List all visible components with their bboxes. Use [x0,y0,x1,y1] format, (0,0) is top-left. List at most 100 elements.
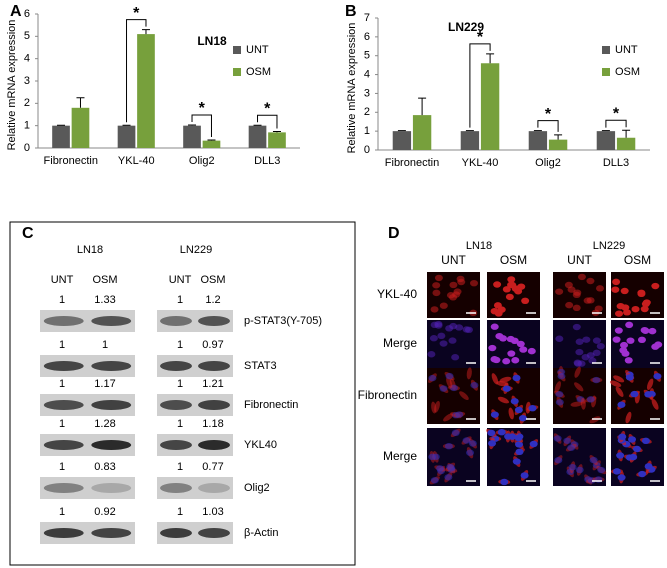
cell [521,297,530,305]
blot-band [43,528,84,538]
significance-bracket [191,114,212,137]
x-tick-label: YKL-40 [462,157,499,169]
cell [466,449,475,456]
cell [510,337,519,345]
cell [500,478,509,486]
cell [586,277,595,285]
cell [434,274,443,282]
blot-strip [157,477,233,499]
ratio: 1 [59,506,65,518]
ratio: 0.97 [202,339,223,351]
cell [470,382,479,389]
cell [515,448,524,456]
cell [448,337,457,344]
cell [518,414,527,422]
row-label: YKL-40 [377,287,417,301]
cell [632,445,641,453]
ratio: 1.18 [202,418,223,430]
condition: OSM [624,253,651,267]
y-tick-label: 7 [364,12,370,24]
cell [432,282,441,289]
cell [567,286,576,293]
cell [519,346,528,353]
blot-strip [40,394,135,416]
bar [392,131,412,150]
y-tick-label: 1 [24,120,30,132]
fiber [459,391,469,401]
cell [512,374,521,382]
cell [641,327,650,334]
ratio: 1 [59,294,65,306]
cell [445,325,454,332]
cell [495,332,504,340]
fiber [554,381,562,393]
cell [520,472,529,479]
error-bar [622,129,631,138]
cell [592,376,601,384]
cell [508,433,517,440]
blot-band [160,440,192,450]
cell [576,396,585,403]
cell [596,342,605,350]
cell [528,404,537,412]
ratio: 1 [177,461,183,473]
cell [612,468,621,475]
row-label: YKL40 [244,439,277,451]
ratio: 1 [59,339,65,351]
fiber [589,416,601,424]
blot-band [198,400,230,410]
cell [434,320,443,328]
cell [449,281,458,289]
fiber [609,380,622,388]
blot-band [198,528,230,538]
cell [555,335,564,342]
cell [557,373,566,380]
y-tick-label: 2 [24,97,30,109]
fiber [625,411,632,424]
cell [445,372,454,380]
blot-strip [40,310,135,332]
cell-line: LN229 [180,244,212,256]
fiber [574,366,581,378]
x-tick-label: Olig2 [189,155,215,167]
significance-bracket [605,119,627,128]
x-tick-label: Fibronectin [44,155,98,167]
error-bar [554,134,563,140]
ratio: 1 [177,294,183,306]
y-tick-label: 6 [24,8,30,20]
x-tick-label: DLL3 [603,157,629,169]
cell [427,351,436,358]
ratio: 1 [177,506,183,518]
cell [554,456,563,464]
cell [586,352,595,359]
condition: UNT [567,253,592,267]
cell [592,337,601,344]
fiber [443,413,454,422]
cell [575,466,584,474]
cell [451,354,460,361]
panel-label: A [10,3,22,20]
ratio: 1.33 [94,294,115,306]
row-label: Merge [383,449,417,463]
ratio: 1 [59,418,65,430]
row-label: Olig2 [244,482,270,494]
cell [582,336,591,343]
cell [574,360,583,367]
blot-band [198,316,230,326]
fiber [431,401,437,414]
condition: OSM [500,253,527,267]
fiber [434,400,440,413]
cell [651,282,660,290]
fiber [613,375,625,383]
fiber [466,367,472,380]
y-tick-label: 4 [364,68,370,80]
y-tick-label: 1 [364,125,370,137]
error-bar [486,53,495,64]
cell [618,433,627,440]
error-bar [418,97,427,116]
cell [439,302,448,309]
cell [555,391,564,398]
x-tick-label: YKL-40 [118,155,155,167]
cell [555,399,564,406]
